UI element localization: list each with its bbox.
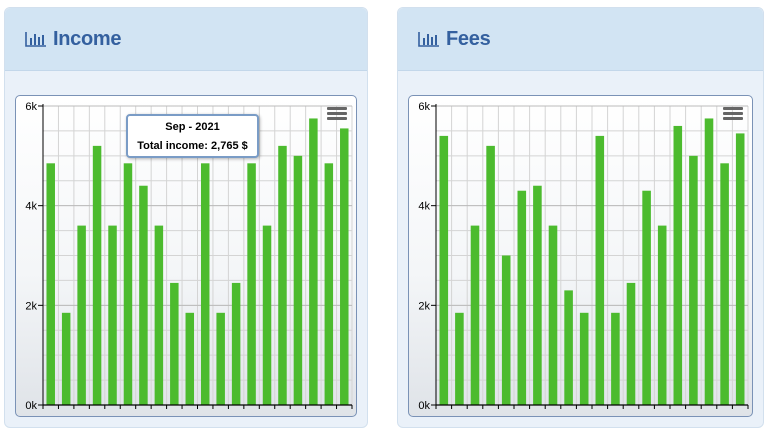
- tooltip-label: Total income:: [137, 140, 208, 152]
- bar: [439, 135, 449, 405]
- bar: [611, 312, 620, 405]
- bar: [77, 225, 86, 405]
- income-chart: 0k 2k 4k 6k Sep - 2021 Total income: 2,765 …: [15, 95, 357, 417]
- income-panel: Income 0k 2k 4k 6k Sep - 2021 Total income:…: [4, 7, 368, 428]
- y-tick-label: 4k: [418, 201, 430, 213]
- fees-panel-header: Fees: [398, 8, 763, 71]
- bar: [455, 312, 464, 405]
- bar: [735, 133, 745, 405]
- y-tick-label: 4k: [25, 201, 37, 213]
- income-panel-header: Income: [5, 8, 367, 71]
- y-tick-label: 0k: [25, 400, 37, 412]
- fees-chart: 0k 2k 4k 6k: [408, 95, 753, 417]
- bar: [626, 282, 636, 405]
- bar: [92, 145, 102, 405]
- income-chart-plot: 0k 2k 4k 6k: [25, 101, 353, 412]
- bar: [517, 190, 527, 405]
- bar: [579, 312, 589, 405]
- bar: [324, 163, 334, 405]
- bar: [673, 125, 683, 405]
- bar: [642, 190, 651, 405]
- bar: [108, 225, 117, 405]
- bar: [704, 118, 714, 405]
- bar: [533, 185, 542, 405]
- y-tick-label: 6k: [418, 101, 430, 113]
- tooltip-title: Sep - 2021: [165, 121, 220, 133]
- bar: [262, 225, 272, 405]
- bar: [564, 290, 573, 405]
- bar: [486, 145, 495, 405]
- bar: [216, 312, 225, 405]
- y-tick-label: 0k: [418, 400, 430, 412]
- bar: [154, 225, 164, 405]
- bar-chart-icon: [25, 32, 46, 47]
- panel-title: Fees: [446, 27, 491, 50]
- chart-tooltip: Sep - 2021 Total income: 2,765 $: [126, 114, 259, 158]
- bar: [200, 163, 210, 405]
- bar: [689, 155, 698, 405]
- bar: [231, 282, 241, 405]
- bar: [657, 225, 667, 405]
- bar: [470, 225, 480, 405]
- bar: [595, 135, 605, 405]
- bar: [278, 145, 287, 405]
- bar-chart-icon: [418, 32, 439, 47]
- bar: [139, 185, 148, 405]
- fees-chart-plot: 0k 2k 4k 6k: [418, 101, 749, 412]
- bar: [720, 163, 729, 405]
- panel-title: Income: [53, 27, 122, 50]
- bar: [293, 155, 303, 405]
- y-tick-label: 2k: [418, 300, 430, 312]
- y-tick-label: 2k: [25, 300, 37, 312]
- fees-panel: Fees 0k 2k 4k 6k: [397, 7, 764, 428]
- bar: [185, 312, 195, 405]
- chart-menu-button[interactable]: [723, 107, 743, 123]
- bar: [123, 163, 133, 405]
- bar: [309, 118, 318, 405]
- tooltip-value: 2,765 $: [211, 140, 248, 152]
- bar: [340, 128, 349, 406]
- bar: [247, 163, 256, 405]
- bar: [46, 163, 55, 405]
- y-tick-label: 6k: [25, 101, 37, 113]
- chart-menu-button[interactable]: [327, 107, 347, 123]
- bar: [61, 312, 71, 405]
- bar: [501, 255, 511, 405]
- bar: [170, 282, 179, 405]
- bar: [548, 225, 558, 405]
